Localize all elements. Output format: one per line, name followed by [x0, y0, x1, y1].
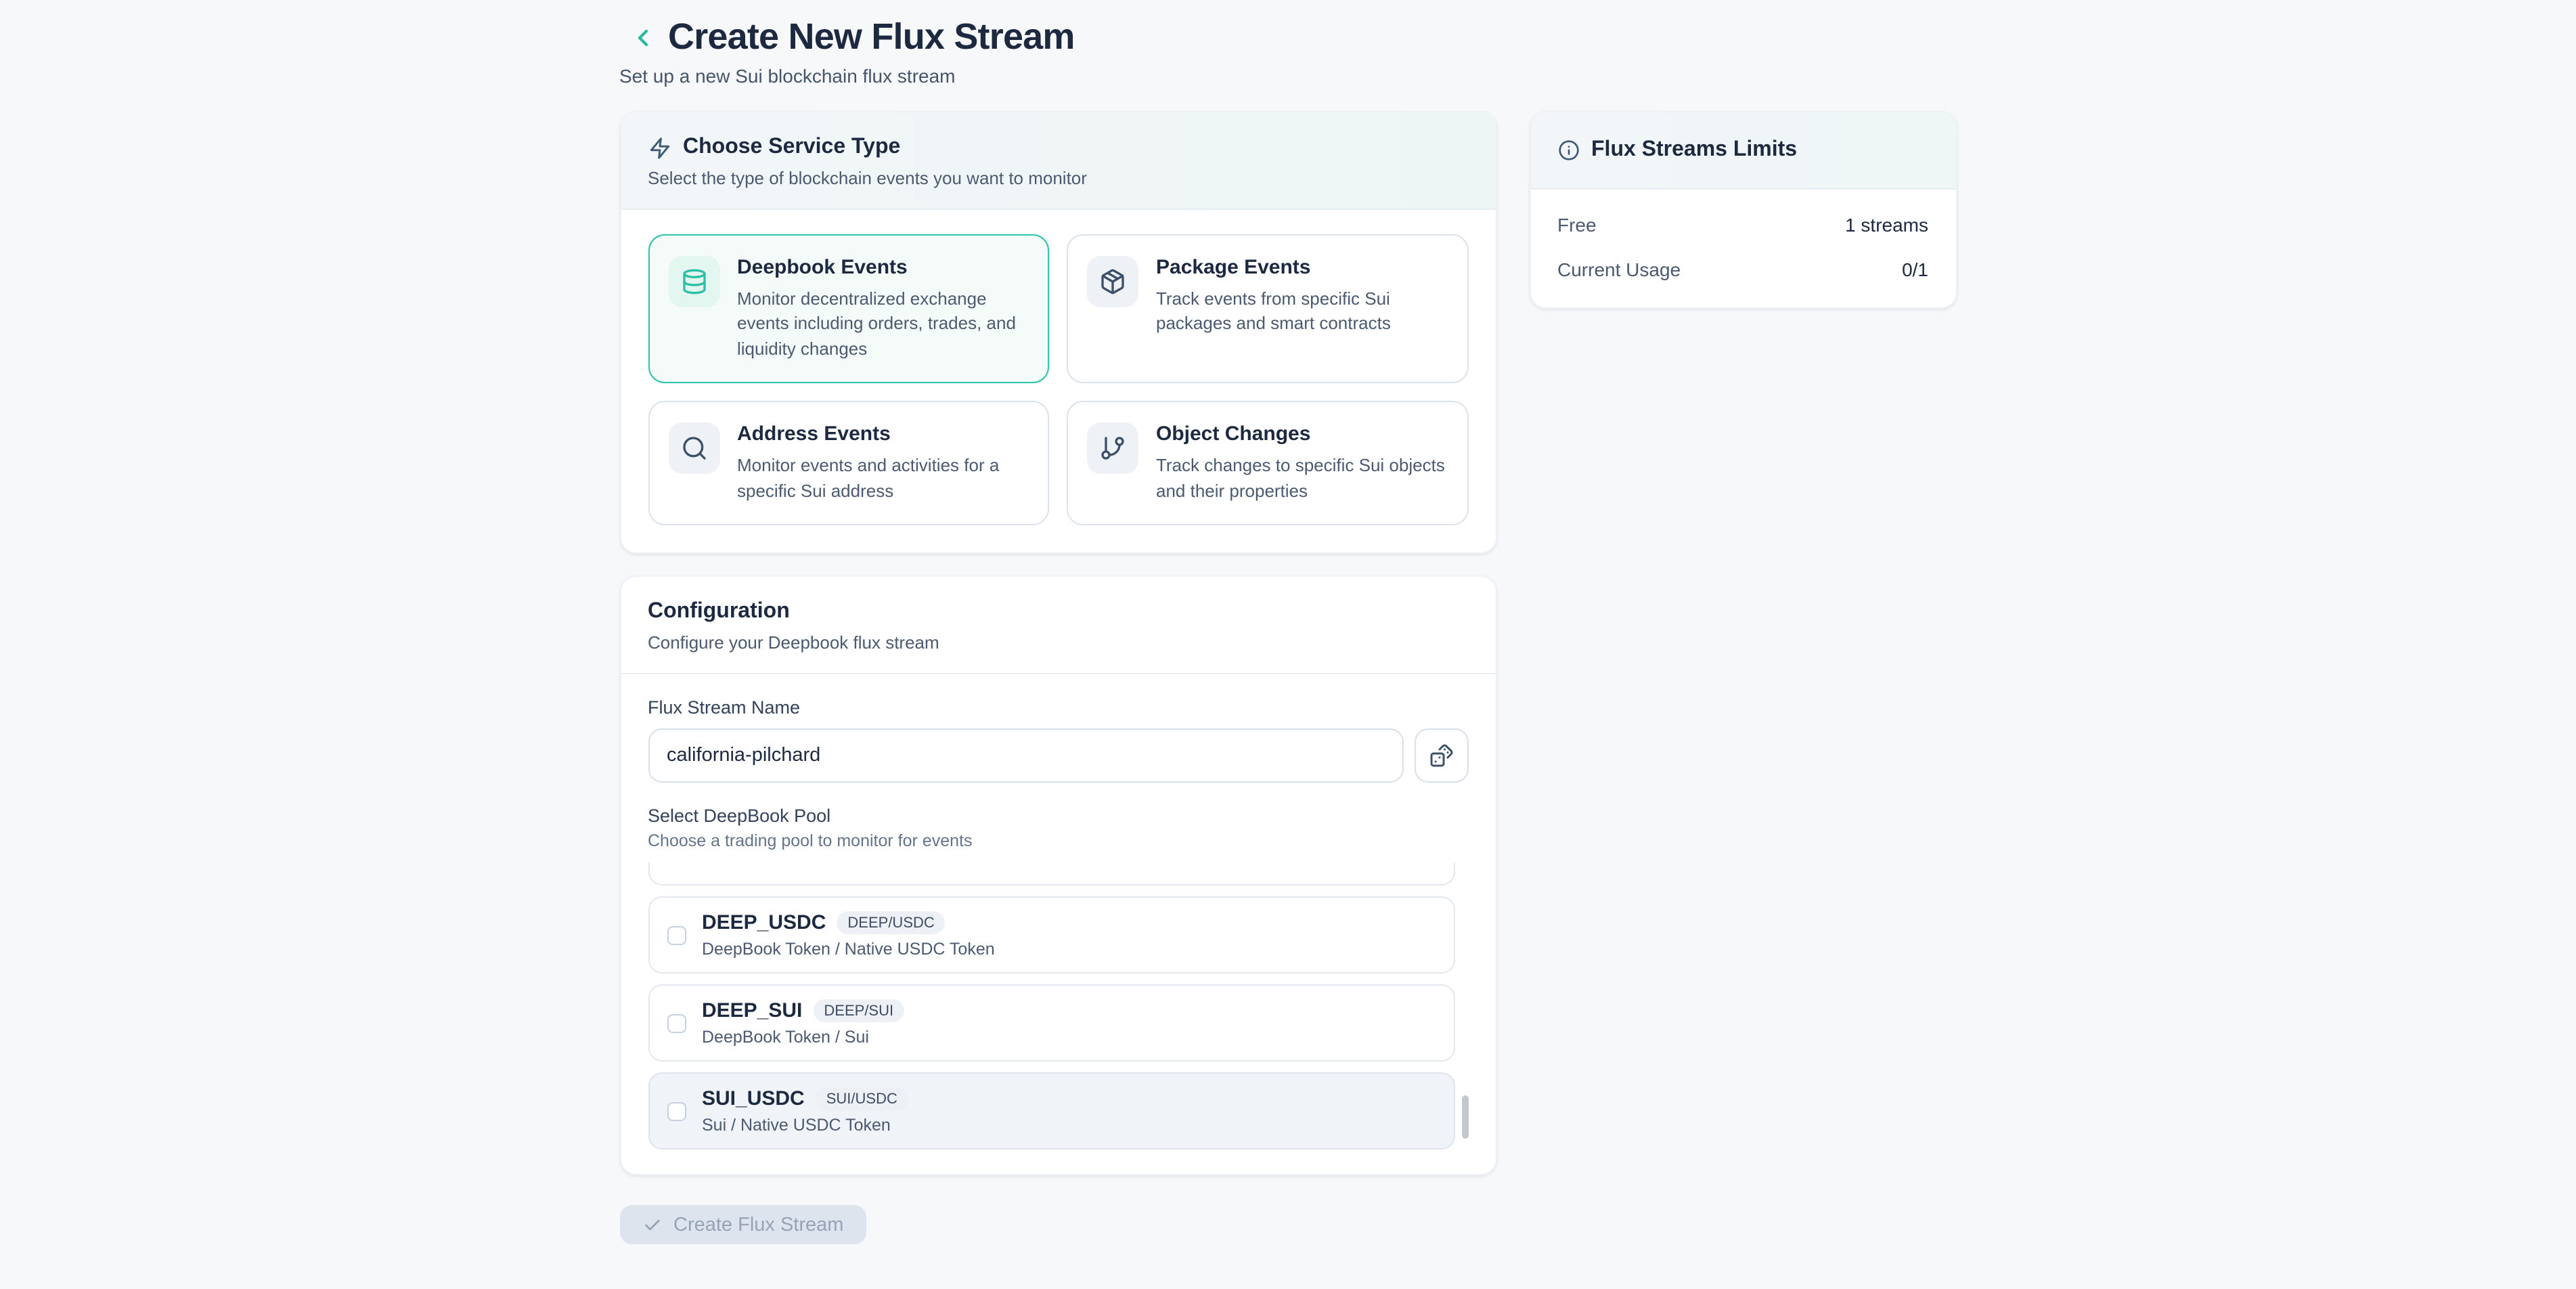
service-type-card: Choose Service Type Select the type of b…	[619, 111, 1496, 554]
option-description: Monitor decentralized exchange events in…	[737, 288, 1016, 359]
pool-item-deep-usdc[interactable]: DEEP_USDC DEEP/USDC DeepBook Token / Nat…	[648, 896, 1454, 974]
option-description: Monitor events and activities for a spec…	[737, 455, 1000, 501]
pool-select-hint: Choose a trading pool to monitor for eve…	[648, 831, 973, 851]
zap-icon	[648, 136, 671, 159]
stream-name-input[interactable]	[648, 728, 1403, 783]
pool-checkbox[interactable]	[667, 925, 686, 945]
option-title: Deepbook Events	[737, 256, 908, 279]
pool-pair-badge: DEEP/SUI	[813, 999, 905, 1023]
limits-value: 1 streams	[1845, 214, 1928, 236]
pool-pair-badge: SUI/USDC	[815, 1087, 908, 1111]
option-address-events[interactable]: Address Events Monitor events and activi…	[648, 401, 1049, 526]
pool-description: DeepBook Token / Native USDC Token	[702, 940, 995, 959]
pool-item-deep-sui[interactable]: DEEP_SUI DEEP/SUI DeepBook Token / Sui	[648, 984, 1454, 1062]
configuration-title: Configuration	[648, 600, 790, 624]
option-description: Track changes to specific Sui objects an…	[1156, 455, 1445, 501]
pool-name: SUI_USDC	[702, 1087, 805, 1111]
option-object-changes[interactable]: Object Changes Track changes to specific…	[1067, 401, 1468, 526]
limits-label: Free	[1557, 214, 1597, 236]
limits-label: Current Usage	[1557, 259, 1681, 280]
pool-list-scrollbar[interactable]	[1461, 1095, 1468, 1139]
service-type-options: Deepbook Events Monitor decentralized ex…	[621, 210, 1495, 553]
option-deepbook-events[interactable]: Deepbook Events Monitor decentralized ex…	[648, 234, 1049, 384]
option-title: Package Events	[1156, 256, 1311, 279]
randomize-name-button[interactable]	[1414, 728, 1468, 783]
pool-checkbox[interactable]	[667, 1101, 686, 1121]
service-type-title: Choose Service Type	[683, 135, 901, 158]
pool-description: DeepBook Token / Sui	[702, 1028, 869, 1047]
check-icon	[642, 1216, 661, 1235]
database-icon	[668, 256, 719, 307]
info-icon	[1557, 139, 1579, 161]
configuration-card: Configuration Configure your Deepbook fl…	[619, 575, 1496, 1176]
configuration-subtitle: Configure your Deepbook flux stream	[648, 632, 939, 653]
limits-card: Flux Streams Limits Free 1 streams Curre…	[1529, 111, 1957, 309]
create-flux-stream-button[interactable]: Create Flux Stream	[619, 1205, 867, 1245]
git-branch-icon	[1087, 422, 1138, 475]
option-title: Object Changes	[1156, 422, 1311, 446]
package-icon	[1087, 256, 1138, 307]
configuration-header: Configuration Configure your Deepbook fl…	[621, 577, 1495, 675]
limits-header: Flux Streams Limits	[1530, 112, 1955, 190]
page-subtitle: Set up a new Sui blockchain flux stream	[619, 65, 956, 87]
main-column: Choose Service Type Select the type of b…	[619, 111, 1496, 1245]
back-button[interactable]	[627, 22, 657, 52]
service-type-header: Choose Service Type Select the type of b…	[621, 112, 1495, 210]
pool-name: DEEP_SUI	[702, 999, 803, 1023]
page-header: Create New Flux Stream	[619, 16, 1957, 58]
pool-description: Sui / Native USDC Token	[702, 1116, 891, 1135]
dice-icon	[1429, 744, 1453, 768]
pool-checkbox[interactable]	[667, 1013, 686, 1033]
chevron-left-icon	[629, 24, 656, 51]
limits-row-usage: Current Usage 0/1	[1557, 259, 1928, 280]
pool-select-label: Select DeepBook Pool	[648, 806, 831, 827]
pool-list[interactable]: DEEP_USDC DEEP/USDC DeepBook Token / Nat…	[648, 862, 1468, 1150]
option-title: Address Events	[737, 422, 891, 446]
limits-row-free: Free 1 streams	[1557, 214, 1928, 236]
pool-item-sui-usdc[interactable]: SUI_USDC SUI/USDC Sui / Native USDC Toke…	[648, 1072, 1454, 1150]
pool-pair-badge: DEEP/USDC	[837, 911, 946, 935]
limits-title: Flux Streams Limits	[1591, 138, 1798, 161]
limits-value: 0/1	[1902, 259, 1928, 280]
service-type-subtitle: Select the type of blockchain events you…	[648, 168, 1087, 188]
create-button-label: Create Flux Stream	[673, 1214, 844, 1236]
pool-item-partial[interactable]	[648, 862, 1454, 886]
option-description: Track events from specific Sui packages …	[1156, 288, 1391, 334]
side-column: Flux Streams Limits Free 1 streams Curre…	[1529, 111, 1957, 309]
search-icon	[668, 422, 719, 475]
page-title: Create New Flux Stream	[668, 16, 1075, 57]
option-package-events[interactable]: Package Events Track events from specifi…	[1067, 234, 1468, 384]
stream-name-label: Flux Stream Name	[648, 697, 801, 718]
pool-name: DEEP_USDC	[702, 911, 826, 935]
